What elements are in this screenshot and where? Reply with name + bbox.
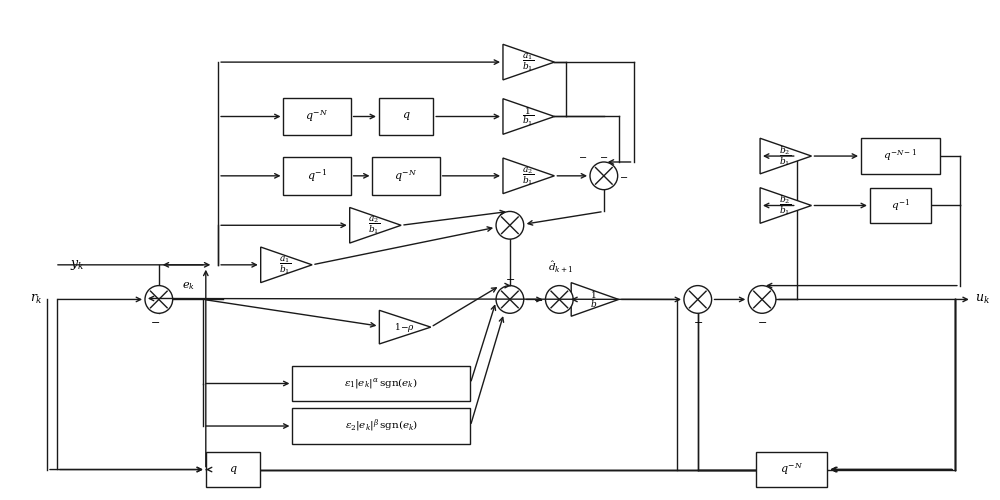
Text: $q^{-N-1}$: $q^{-N-1}$ [883, 148, 918, 164]
Text: $q$: $q$ [402, 110, 410, 122]
Circle shape [496, 286, 524, 314]
Text: $-$: $-$ [619, 171, 628, 181]
Bar [870, 188, 931, 224]
Text: $-$: $-$ [757, 316, 767, 326]
Text: $-$: $-$ [150, 316, 160, 326]
Text: $\dfrac{a_1}{b_1}$: $\dfrac{a_1}{b_1}$ [522, 51, 534, 73]
Text: $\varepsilon_1|e_k|^\alpha\,\mathrm{sgn}(e_k)$: $\varepsilon_1|e_k|^\alpha\,\mathrm{sgn}… [344, 376, 418, 390]
Text: $-$: $-$ [533, 294, 543, 304]
Bar [372, 157, 440, 194]
Bar [283, 157, 351, 194]
Text: $\hat{d}_{k+1}$: $\hat{d}_{k+1}$ [548, 260, 574, 276]
Text: $\dfrac{a_2}{b_1}$: $\dfrac{a_2}{b_1}$ [368, 214, 380, 236]
Text: $q^{-1}$: $q^{-1}$ [891, 197, 910, 214]
Text: $y_k$: $y_k$ [70, 258, 84, 272]
Text: $q^{-N}$: $q^{-N}$ [305, 108, 329, 124]
Text: $\dfrac{b_2}{b_1}$: $\dfrac{b_2}{b_1}$ [779, 144, 791, 168]
Bar [292, 408, 470, 444]
Text: $\dfrac{1}{b_1}$: $\dfrac{1}{b_1}$ [522, 106, 534, 128]
Circle shape [684, 286, 712, 314]
Circle shape [748, 286, 776, 314]
Bar [292, 366, 470, 402]
Bar [756, 452, 827, 488]
Text: $\dfrac{a_1}{b_1}$: $\dfrac{a_1}{b_1}$ [279, 254, 291, 276]
Circle shape [590, 162, 618, 190]
Bar [283, 98, 351, 136]
Bar [206, 452, 260, 488]
Text: $1\!-\!\rho$: $1\!-\!\rho$ [394, 320, 415, 334]
Text: $r_k$: $r_k$ [30, 293, 43, 306]
Polygon shape [379, 310, 431, 344]
Text: $-$: $-$ [578, 151, 587, 161]
Text: $q^{-N}$: $q^{-N}$ [780, 462, 803, 477]
Text: $q^{-N}$: $q^{-N}$ [394, 168, 418, 184]
Polygon shape [503, 44, 554, 80]
Text: $\dfrac{1}{b}$: $\dfrac{1}{b}$ [590, 289, 598, 310]
Text: $q^{-1}$: $q^{-1}$ [307, 168, 327, 184]
Text: $u_k$: $u_k$ [975, 293, 990, 306]
Polygon shape [760, 138, 812, 174]
Text: $q$: $q$ [229, 464, 237, 475]
Polygon shape [261, 247, 312, 282]
Bar [861, 138, 940, 174]
Polygon shape [503, 158, 554, 194]
Polygon shape [350, 208, 401, 243]
Text: $\dfrac{a_2}{b_1}$: $\dfrac{a_2}{b_1}$ [522, 165, 534, 186]
Text: $-$: $-$ [693, 316, 703, 326]
Text: $-$: $-$ [505, 272, 515, 282]
Circle shape [545, 286, 573, 314]
Text: $\varepsilon_2|e_k|^\beta\,\mathrm{sgn}(e_k)$: $\varepsilon_2|e_k|^\beta\,\mathrm{sgn}(… [345, 418, 418, 434]
Polygon shape [571, 282, 619, 316]
Circle shape [496, 212, 524, 239]
Text: $\dfrac{b_2}{b_1}$: $\dfrac{b_2}{b_1}$ [779, 194, 791, 218]
Text: $-$: $-$ [599, 151, 608, 161]
Circle shape [145, 286, 173, 314]
Polygon shape [760, 188, 812, 224]
Text: $e_k$: $e_k$ [182, 280, 194, 292]
Bar [379, 98, 433, 136]
Polygon shape [503, 98, 554, 134]
